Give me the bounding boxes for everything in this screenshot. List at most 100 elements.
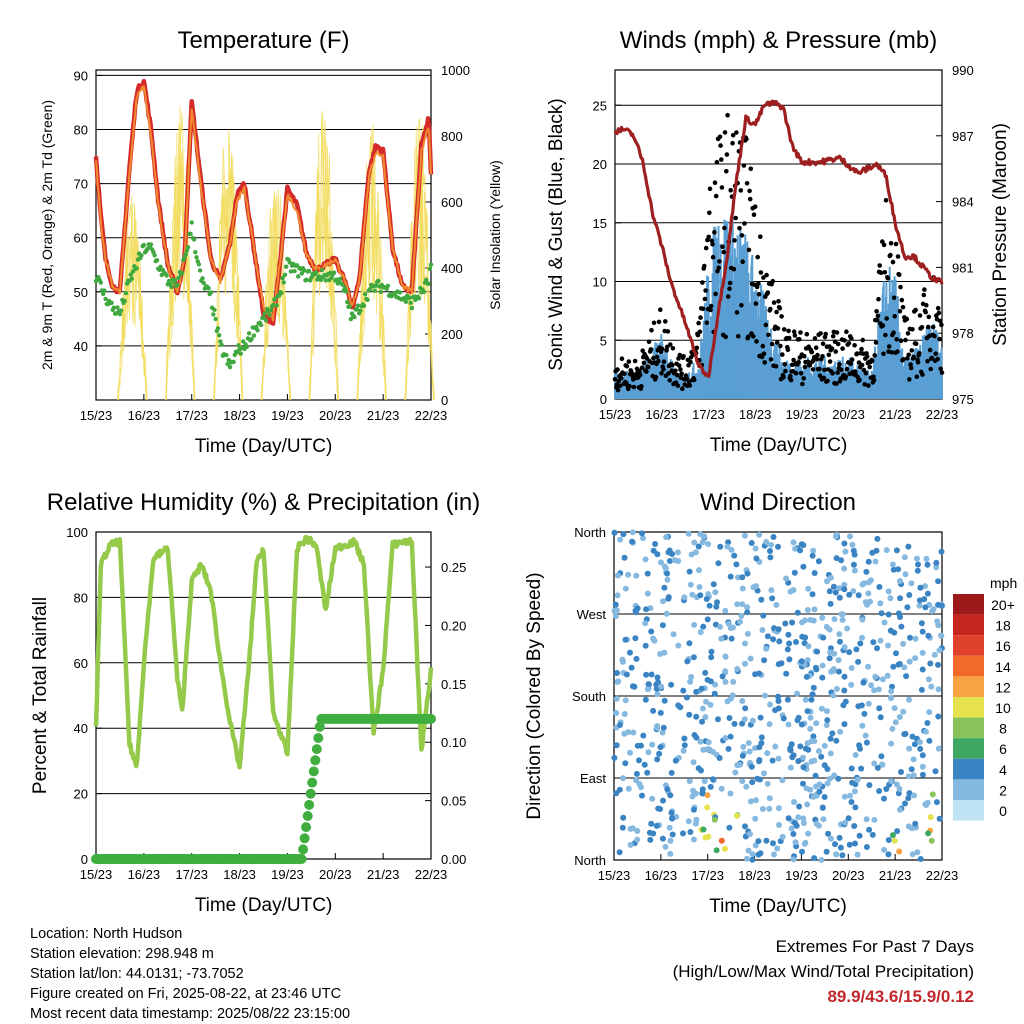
direction-point (800, 542, 807, 549)
gust-point (798, 330, 803, 335)
direction-point (791, 799, 797, 805)
direction-point (925, 632, 932, 639)
gust-point (778, 343, 783, 349)
gust-point (881, 242, 887, 248)
gust-point (763, 322, 769, 328)
direction-point (813, 720, 820, 727)
direction-point (666, 824, 673, 831)
direction-point (831, 650, 838, 657)
direction-point (866, 782, 873, 789)
direction-point (866, 826, 873, 833)
dewpoint-point (123, 290, 129, 296)
direction-point (702, 714, 709, 721)
legend-label: 2 (999, 782, 1007, 798)
gust-point (802, 364, 808, 370)
x-tick-label: 17/23 (175, 408, 208, 423)
direction-point (802, 696, 809, 703)
gust-point (675, 372, 680, 378)
direction-point (797, 743, 804, 750)
direction-point (935, 713, 942, 720)
dewpoint-point (342, 286, 348, 291)
direction-point (852, 840, 858, 847)
legend-label: 6 (999, 741, 1007, 757)
gust-point (783, 368, 788, 374)
direction-point (916, 597, 923, 604)
dewpoint-point (184, 248, 190, 253)
direction-point (844, 625, 851, 632)
dewpoint-point (231, 359, 236, 365)
direction-point (617, 722, 623, 728)
gust-point (667, 378, 672, 383)
direction-point (739, 752, 746, 759)
direction-point (654, 674, 661, 681)
x-tick-label: 18/23 (738, 868, 771, 883)
direction-point (901, 554, 908, 561)
y-tick-label: 90 (74, 68, 88, 83)
direction-point (851, 567, 858, 574)
direction-point (718, 785, 725, 792)
direction-point (846, 591, 853, 598)
gust-point (876, 296, 881, 302)
gust-point (830, 333, 836, 339)
y2-tick-label: 0.25 (441, 560, 466, 575)
gust-point (820, 341, 826, 347)
gust-point (844, 366, 850, 372)
gust-point (715, 269, 720, 274)
direction-point (809, 591, 816, 598)
direction-point (690, 654, 697, 661)
gust-point (656, 319, 662, 325)
gust-point (891, 330, 896, 336)
direction-point (771, 851, 777, 858)
direction-point (768, 587, 775, 594)
direction-point (669, 815, 676, 822)
gust-point (889, 350, 894, 355)
dewpoint-point (227, 364, 233, 370)
dewpoint-point (261, 315, 266, 320)
gust-point (758, 270, 764, 275)
dewpoint-point (139, 253, 144, 258)
gust-point (926, 314, 932, 320)
direction-point (871, 816, 878, 823)
direction-point (836, 631, 843, 638)
direction-point (739, 778, 746, 785)
direction-point (818, 857, 825, 863)
direction-point (909, 851, 916, 858)
gust-point (632, 358, 638, 364)
direction-point (841, 565, 848, 572)
direction-point (939, 602, 945, 609)
solar-line (261, 194, 292, 401)
gust-point (769, 341, 775, 347)
gust-point (703, 245, 709, 251)
direction-point (707, 783, 714, 790)
gust-point (842, 338, 847, 343)
direction-point (863, 568, 870, 575)
gust-point (830, 371, 835, 376)
gust-point (648, 347, 654, 352)
gust-point (825, 378, 830, 384)
direction-point (739, 720, 746, 727)
y-tick-label: 40 (74, 721, 88, 736)
x-tick-label: 20/23 (319, 867, 352, 882)
direction-point (833, 737, 840, 744)
direction-point (842, 548, 849, 555)
dewpoint-point (244, 344, 249, 350)
gust-point (676, 363, 682, 368)
direction-point (884, 672, 891, 679)
gust-point (637, 372, 643, 378)
gust-point (678, 367, 683, 372)
direction-point (612, 613, 619, 620)
gust-point (748, 166, 754, 172)
gust-point (680, 386, 685, 392)
gust-point (791, 357, 796, 363)
legend-swatch (953, 635, 984, 656)
dewpoint-point (408, 300, 413, 305)
gust-point (823, 331, 828, 337)
x-tick-label: 17/23 (691, 868, 724, 883)
direction-point (702, 669, 709, 676)
gust-point (696, 320, 701, 326)
legend-swatch (953, 594, 984, 615)
gust-point (651, 320, 657, 326)
gust-point (920, 372, 925, 377)
x-tick-label: 20/23 (319, 408, 352, 423)
gust-point (890, 259, 896, 265)
